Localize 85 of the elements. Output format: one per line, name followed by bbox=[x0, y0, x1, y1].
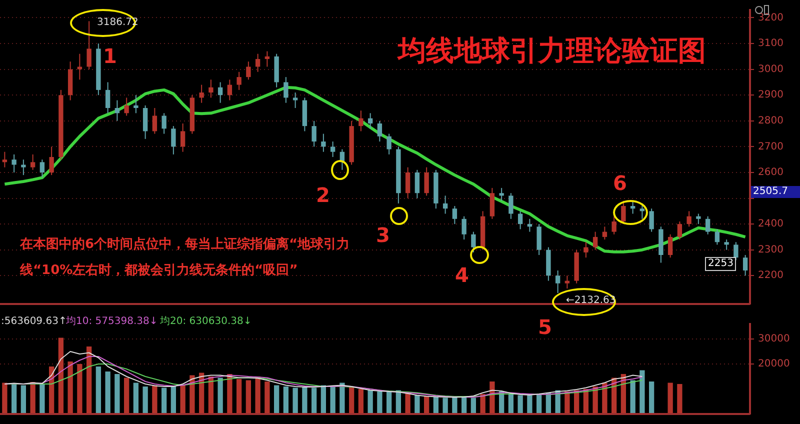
bar bbox=[170, 386, 176, 414]
y-tick-label: 2900 bbox=[758, 90, 784, 101]
bar bbox=[133, 382, 139, 414]
bar bbox=[105, 372, 110, 414]
bar bbox=[302, 386, 308, 414]
bar bbox=[648, 382, 654, 414]
bar bbox=[358, 389, 364, 414]
candlestick bbox=[21, 159, 26, 176]
bar bbox=[124, 378, 130, 414]
bar bbox=[368, 390, 373, 414]
text: 2505.7 bbox=[751, 186, 800, 198]
bar bbox=[40, 384, 45, 414]
bar bbox=[264, 382, 270, 414]
y-tick-label: 3100 bbox=[758, 38, 784, 50]
bar bbox=[190, 375, 195, 414]
bar bbox=[386, 392, 392, 414]
text: 均线地球引力理论验证图 bbox=[398, 33, 706, 69]
annotation: 6 bbox=[613, 171, 627, 195]
bar bbox=[377, 392, 382, 414]
annotation: 线“10%左右时，都被会引力线无条件的“吸回” bbox=[20, 263, 298, 279]
bar bbox=[442, 398, 448, 414]
bar bbox=[508, 394, 514, 414]
y-tick-label: 20000 bbox=[758, 358, 790, 370]
bar bbox=[180, 385, 186, 414]
bar bbox=[340, 382, 345, 414]
y-tick-label: 2300 bbox=[758, 244, 784, 256]
annotation: 3 bbox=[376, 223, 390, 247]
bar bbox=[236, 379, 242, 414]
bar bbox=[142, 386, 148, 414]
bar bbox=[518, 395, 523, 414]
bar bbox=[283, 386, 289, 414]
bar bbox=[96, 366, 102, 414]
bar bbox=[255, 376, 260, 414]
annotation: 在本图中的6个时间点位中，每当上证综指偏离“地球引力 bbox=[20, 237, 350, 253]
bar bbox=[433, 397, 439, 414]
bar bbox=[348, 386, 354, 414]
bar bbox=[470, 398, 476, 414]
y-tick-label: 2400 bbox=[758, 218, 784, 230]
bar bbox=[86, 346, 92, 414]
bar bbox=[11, 384, 17, 414]
annotation: 4 bbox=[455, 263, 469, 287]
bar bbox=[218, 378, 223, 414]
bar bbox=[564, 392, 570, 414]
bar bbox=[2, 382, 8, 414]
bar bbox=[592, 386, 598, 414]
annotation: 均20: 630630.38↓ bbox=[160, 316, 252, 328]
bar bbox=[246, 380, 252, 414]
y-tick-label: 2200 bbox=[758, 270, 784, 282]
bar bbox=[602, 382, 608, 414]
bar bbox=[30, 382, 36, 414]
bar bbox=[114, 374, 120, 414]
bar bbox=[68, 362, 73, 414]
y-tick-label: 30000 bbox=[758, 334, 790, 345]
y-tick-label: 2800 bbox=[758, 115, 784, 126]
annotation: 2253 bbox=[705, 257, 736, 270]
bar bbox=[227, 374, 232, 414]
bar bbox=[527, 395, 532, 414]
bar bbox=[405, 392, 410, 414]
bar bbox=[480, 394, 486, 414]
bar bbox=[677, 384, 682, 414]
bar bbox=[668, 382, 673, 414]
bar bbox=[161, 388, 167, 414]
annotation: 5 bbox=[538, 315, 552, 339]
bar bbox=[630, 380, 636, 414]
bar bbox=[20, 385, 26, 414]
bar bbox=[152, 385, 158, 414]
bar bbox=[536, 394, 542, 414]
annotation: 2 bbox=[316, 183, 330, 207]
annotation: 均10: 575398.38↓ bbox=[66, 316, 158, 328]
bar bbox=[414, 395, 420, 414]
bar bbox=[58, 338, 64, 414]
bar bbox=[330, 386, 336, 414]
y-tick-label: 3000 bbox=[758, 64, 784, 75]
annotation: 1 bbox=[103, 44, 117, 68]
bar bbox=[311, 388, 317, 414]
annotation: :563609.63↑ bbox=[1, 316, 67, 328]
bar bbox=[292, 388, 298, 414]
y-tick-label: 2600 bbox=[758, 167, 784, 178]
y-tick-label: 3200 bbox=[758, 12, 784, 24]
bar bbox=[424, 396, 430, 414]
bar bbox=[77, 364, 82, 414]
y-tick-label: 2700 bbox=[758, 141, 784, 152]
bar bbox=[452, 397, 458, 414]
bar bbox=[274, 385, 280, 414]
bar bbox=[640, 370, 645, 414]
